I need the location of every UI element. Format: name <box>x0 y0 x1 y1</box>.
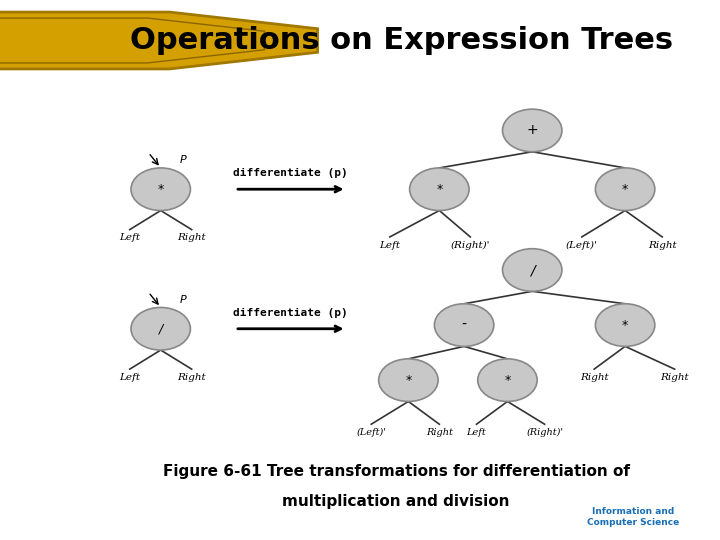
Text: Left: Left <box>467 428 487 437</box>
Text: -: - <box>462 318 467 332</box>
Text: (Left)': (Left)' <box>566 241 598 249</box>
Text: Left: Left <box>120 373 140 382</box>
Ellipse shape <box>131 307 190 350</box>
Text: *: * <box>158 183 164 195</box>
Text: (Right)': (Right)' <box>451 241 490 249</box>
Text: P: P <box>179 295 186 305</box>
Ellipse shape <box>478 359 537 401</box>
Text: /: / <box>530 263 534 277</box>
Text: *: * <box>504 374 510 387</box>
Text: *: * <box>622 183 629 195</box>
Text: Right: Right <box>580 373 608 382</box>
Text: multiplication and division: multiplication and division <box>282 494 510 509</box>
Text: differentiate (p): differentiate (p) <box>233 308 348 318</box>
Text: Left: Left <box>120 233 140 242</box>
Ellipse shape <box>131 168 190 211</box>
Ellipse shape <box>379 359 438 401</box>
Text: Operations on Expression Trees: Operations on Expression Trees <box>130 26 672 55</box>
Ellipse shape <box>503 249 562 291</box>
Text: Right: Right <box>177 373 206 382</box>
Ellipse shape <box>595 168 654 211</box>
Ellipse shape <box>434 304 494 346</box>
Text: Right: Right <box>177 233 206 242</box>
Text: differentiate (p): differentiate (p) <box>233 168 348 178</box>
Ellipse shape <box>595 304 654 346</box>
Text: /: / <box>158 322 163 335</box>
Text: Right: Right <box>426 428 453 437</box>
Text: *: * <box>622 319 629 332</box>
Text: Figure 6-61 Tree transformations for differentiation of: Figure 6-61 Tree transformations for dif… <box>163 464 629 478</box>
Text: P: P <box>179 156 186 165</box>
Text: Left: Left <box>379 241 400 249</box>
Text: Right: Right <box>648 241 677 249</box>
Ellipse shape <box>503 109 562 152</box>
Text: +: + <box>526 124 538 138</box>
Text: *: * <box>405 374 412 387</box>
Text: (Right)': (Right)' <box>526 428 563 437</box>
Ellipse shape <box>410 168 469 211</box>
Text: *: * <box>436 183 443 195</box>
Text: (Left)': (Left)' <box>356 428 386 437</box>
Text: Information and
Computer Science: Information and Computer Science <box>588 508 680 526</box>
Text: Right: Right <box>660 373 689 382</box>
